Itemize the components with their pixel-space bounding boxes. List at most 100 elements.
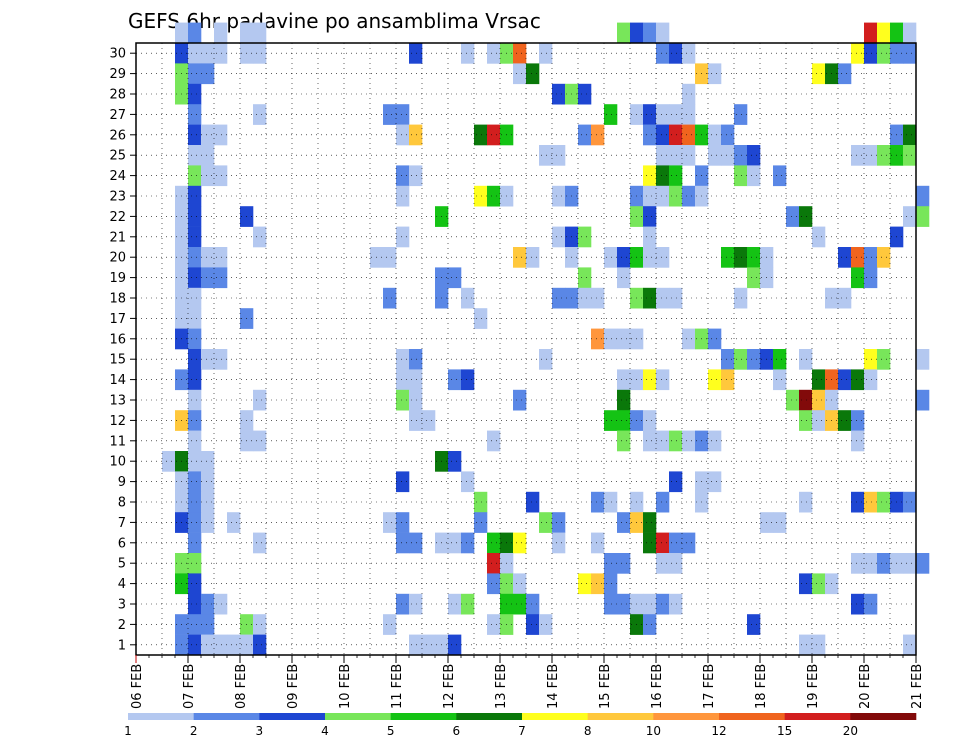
colorbar-label: 1	[124, 724, 132, 738]
heat-cell	[682, 328, 696, 350]
heat-cell	[721, 369, 735, 391]
heat-cell	[864, 267, 878, 289]
heat-cell	[708, 430, 722, 452]
colorbar-swatch	[259, 713, 326, 720]
heat-cell	[188, 267, 202, 289]
heat-cell	[799, 491, 813, 513]
heat-cell	[578, 124, 592, 146]
heat-cell	[656, 185, 670, 207]
heat-cell	[578, 573, 592, 595]
heat-cell	[188, 451, 202, 472]
heat-cell	[877, 349, 891, 370]
heat-cell	[253, 104, 267, 125]
heat-cell	[214, 593, 228, 615]
x-tick-label: 17 FEB	[702, 664, 717, 709]
heat-cell	[201, 124, 215, 146]
heat-cell	[253, 389, 267, 411]
heat-cell	[669, 471, 683, 493]
colorbar-label: 15	[777, 724, 792, 738]
heat-cell	[812, 573, 826, 595]
heat-cell	[682, 124, 696, 146]
heat-cell	[734, 145, 748, 166]
colorbar-swatch	[390, 713, 457, 720]
heat-cell	[864, 145, 878, 166]
heat-cell	[513, 593, 527, 615]
y-tick-label: 10	[109, 455, 126, 470]
heat-cell	[201, 451, 215, 472]
heat-cell	[643, 532, 657, 554]
heat-cell	[188, 349, 202, 370]
heat-cell	[578, 287, 592, 309]
x-tick-label: 14 FEB	[546, 664, 561, 709]
heat-cell	[578, 267, 592, 289]
heat-cell	[409, 389, 423, 411]
heat-cell	[578, 226, 592, 248]
x-tick-label: 13 FEB	[494, 664, 509, 709]
heat-cell	[669, 165, 683, 187]
heat-cell	[682, 430, 696, 452]
heat-cell	[734, 104, 748, 125]
heat-cell	[708, 369, 722, 391]
heat-cell	[617, 430, 631, 452]
heat-cell	[851, 593, 865, 615]
colorbar-label: 3	[256, 724, 264, 738]
heat-cell	[188, 512, 202, 533]
heat-cell	[864, 247, 878, 268]
heat-cell	[201, 512, 215, 533]
heat-cell	[578, 83, 592, 105]
heat-cell	[747, 614, 761, 635]
heat-cell	[188, 206, 202, 227]
heat-cell	[643, 369, 657, 391]
x-tick-label: 11 FEB	[390, 664, 405, 709]
heat-cell	[201, 593, 215, 615]
heat-cell	[396, 389, 410, 411]
heat-cell	[383, 512, 397, 533]
heat-cell	[734, 247, 748, 268]
heat-cell	[682, 185, 696, 207]
heat-cell	[721, 247, 735, 268]
heat-cell	[461, 471, 475, 493]
heat-cell	[188, 553, 202, 574]
heat-cell	[747, 165, 761, 187]
x-axis: 06 FEB 07 FEB 08 FEB 09 FEB 10 FEB 11 FEB 12 F…	[130, 655, 925, 709]
heat-cell	[552, 83, 566, 105]
heat-cell	[851, 145, 865, 166]
heat-cell	[838, 369, 852, 391]
heat-cell	[448, 451, 462, 472]
heat-cell	[201, 634, 215, 656]
heat-cell	[448, 593, 462, 615]
heat-cell	[513, 63, 527, 85]
heat-cell	[604, 410, 618, 431]
heat-cell	[188, 614, 202, 635]
heat-cell	[188, 308, 202, 329]
heat-cell	[188, 63, 202, 85]
heat-cell	[851, 369, 865, 391]
heat-cell	[409, 532, 423, 554]
heat-cell	[669, 287, 683, 309]
heat-cell	[214, 267, 228, 289]
heat-cell	[383, 614, 397, 635]
heat-cell	[643, 287, 657, 309]
heat-cell	[617, 267, 631, 289]
heat-cell	[591, 328, 605, 350]
heat-cell	[188, 369, 202, 391]
heat-cell	[682, 532, 696, 554]
heat-cell	[591, 573, 605, 595]
heat-cell	[539, 145, 553, 166]
y-tick-label: 12	[109, 414, 126, 429]
heat-cell	[526, 593, 540, 615]
colorbar-label: 12	[711, 724, 726, 738]
colorbar: 1 2 3 4 5 6 7 8 10 12 15 20	[124, 713, 917, 738]
heat-cell	[214, 165, 228, 187]
heat-cell	[656, 369, 670, 391]
cells-layer	[162, 22, 930, 656]
x-tick-label: 10 FEB	[338, 664, 353, 709]
heat-cell	[617, 328, 631, 350]
heat-cell	[643, 104, 657, 125]
heat-cell	[669, 553, 683, 574]
heat-cell	[396, 124, 410, 146]
heat-cell	[916, 185, 930, 207]
heat-cell	[669, 593, 683, 615]
heat-cell	[812, 389, 826, 411]
